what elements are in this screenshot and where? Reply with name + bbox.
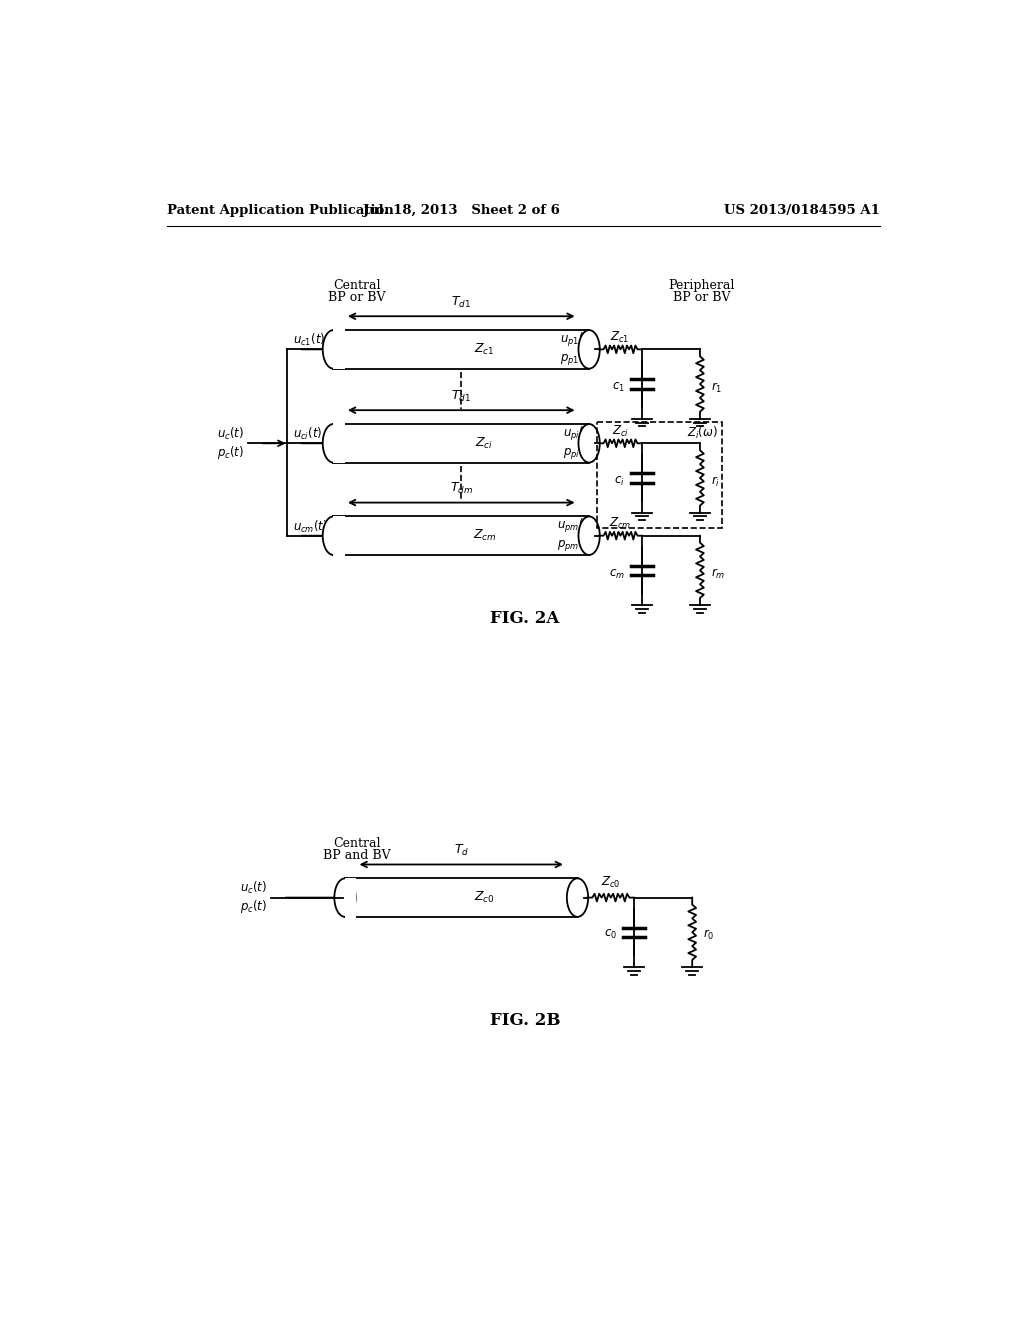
Text: $u_{c1}(t)$: $u_{c1}(t)$	[293, 333, 326, 348]
Text: $p_{p1}(t)$: $p_{p1}(t)$	[560, 350, 593, 367]
Ellipse shape	[567, 878, 588, 917]
Text: $T_{d1}$: $T_{d1}$	[452, 294, 471, 310]
Text: $T_{d1}$: $T_{d1}$	[452, 389, 471, 404]
Ellipse shape	[323, 424, 344, 462]
Text: $T_{dm}$: $T_{dm}$	[450, 482, 473, 496]
Text: $r_1$: $r_1$	[711, 380, 722, 395]
Bar	[334, 516, 589, 554]
Text: $T_d$: $T_d$	[454, 843, 469, 858]
Text: $p_{pm}(t)$: $p_{pm}(t)$	[557, 536, 593, 554]
Text: $p_{pi}(t)$: $p_{pi}(t)$	[563, 444, 593, 462]
Bar	[597, 422, 722, 528]
Ellipse shape	[323, 330, 344, 368]
Text: US 2013/0184595 A1: US 2013/0184595 A1	[724, 205, 880, 218]
Text: $c_0$: $c_0$	[604, 928, 617, 941]
Text: BP or BV: BP or BV	[673, 290, 730, 304]
Ellipse shape	[579, 516, 600, 554]
Text: FIG. 2B: FIG. 2B	[489, 1012, 560, 1030]
Text: $u_{pi}(t)$: $u_{pi}(t)$	[563, 425, 593, 444]
Text: $c_1$: $c_1$	[611, 381, 625, 395]
Text: $u_{pm}(t)$: $u_{pm}(t)$	[557, 517, 593, 536]
Bar	[334, 516, 345, 556]
Text: Central: Central	[333, 279, 380, 292]
Text: $u_{cm}(t)$: $u_{cm}(t)$	[293, 519, 329, 535]
Text: $Z_{c0}$: $Z_{c0}$	[474, 890, 495, 906]
Text: $Z_{cm}$: $Z_{cm}$	[609, 516, 631, 531]
Text: $Z_{c0}$: $Z_{c0}$	[601, 875, 621, 890]
Text: BP or BV: BP or BV	[328, 290, 385, 304]
Ellipse shape	[335, 878, 355, 917]
Text: $Z_i(\omega)$: $Z_i(\omega)$	[687, 425, 718, 441]
Ellipse shape	[579, 424, 600, 462]
Text: BP and BV: BP and BV	[323, 849, 390, 862]
Bar	[334, 424, 589, 462]
Text: $u_{ci}(t)$: $u_{ci}(t)$	[293, 426, 323, 442]
Text: $Z_{ci}$: $Z_{ci}$	[475, 436, 494, 451]
Text: Central: Central	[333, 837, 380, 850]
Text: $u_c(t)$: $u_c(t)$	[241, 880, 267, 896]
Bar	[334, 424, 345, 463]
Bar	[334, 330, 345, 370]
Text: $Z_{ci}$: $Z_{ci}$	[611, 424, 629, 438]
Text: $r_m$: $r_m$	[711, 568, 725, 581]
Ellipse shape	[579, 330, 600, 368]
Text: $p_c(t)$: $p_c(t)$	[241, 899, 267, 915]
Text: Jul. 18, 2013   Sheet 2 of 6: Jul. 18, 2013 Sheet 2 of 6	[362, 205, 560, 218]
Text: Peripheral: Peripheral	[669, 279, 734, 292]
Text: $c_i$: $c_i$	[614, 475, 625, 488]
Bar	[345, 878, 356, 917]
Text: FIG. 2A: FIG. 2A	[490, 610, 559, 627]
Ellipse shape	[323, 516, 344, 554]
Text: $u_c(t)$: $u_c(t)$	[217, 426, 245, 442]
Text: $p_c(t)$: $p_c(t)$	[217, 444, 245, 461]
Text: $Z_{c1}$: $Z_{c1}$	[610, 330, 630, 345]
Text: $Z_{cm}$: $Z_{cm}$	[473, 528, 497, 544]
Bar	[345, 878, 578, 917]
Text: Patent Application Publication: Patent Application Publication	[167, 205, 393, 218]
Text: $Z_{c1}$: $Z_{c1}$	[474, 342, 495, 356]
Text: $u_{p1}(t)$: $u_{p1}(t)$	[560, 331, 593, 348]
Text: $c_m$: $c_m$	[609, 568, 625, 581]
Text: $r_0$: $r_0$	[703, 928, 715, 941]
Text: $r_i$: $r_i$	[711, 475, 720, 488]
Bar	[334, 330, 589, 368]
